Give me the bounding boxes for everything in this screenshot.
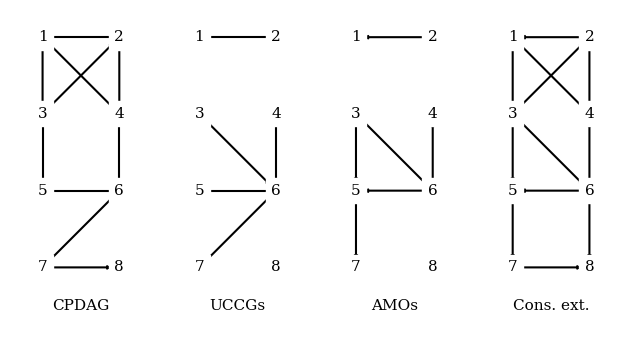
Text: 6: 6	[271, 184, 281, 198]
Text: 2: 2	[271, 30, 281, 44]
Text: CPDAG: CPDAG	[52, 299, 109, 313]
Text: 3: 3	[195, 107, 204, 121]
Text: 1: 1	[38, 30, 47, 44]
Text: 1: 1	[351, 30, 361, 44]
Text: AMOs: AMOs	[371, 299, 418, 313]
Text: 7: 7	[195, 260, 204, 275]
Text: 8: 8	[271, 260, 281, 275]
Text: 5: 5	[38, 184, 47, 198]
Text: 4: 4	[114, 107, 124, 121]
Text: 6: 6	[428, 184, 437, 198]
Text: Cons. ext.: Cons. ext.	[513, 299, 589, 313]
Text: 2: 2	[585, 30, 594, 44]
Text: 3: 3	[508, 107, 518, 121]
Text: 8: 8	[585, 260, 594, 275]
Text: 7: 7	[38, 260, 47, 275]
Text: 8: 8	[428, 260, 437, 275]
Text: 2: 2	[428, 30, 437, 44]
Text: 3: 3	[351, 107, 361, 121]
Text: 4: 4	[428, 107, 437, 121]
Text: UCCGs: UCCGs	[210, 299, 265, 313]
Text: 5: 5	[508, 184, 518, 198]
Text: 7: 7	[351, 260, 361, 275]
Text: 5: 5	[195, 184, 204, 198]
Text: 1: 1	[508, 30, 518, 44]
Text: 8: 8	[114, 260, 124, 275]
Text: 5: 5	[351, 184, 361, 198]
Text: 4: 4	[585, 107, 594, 121]
Text: 2: 2	[114, 30, 124, 44]
Text: 1: 1	[195, 30, 204, 44]
Text: 7: 7	[508, 260, 518, 275]
Text: 6: 6	[585, 184, 594, 198]
Text: 4: 4	[271, 107, 281, 121]
Text: 3: 3	[38, 107, 47, 121]
Text: 6: 6	[114, 184, 124, 198]
